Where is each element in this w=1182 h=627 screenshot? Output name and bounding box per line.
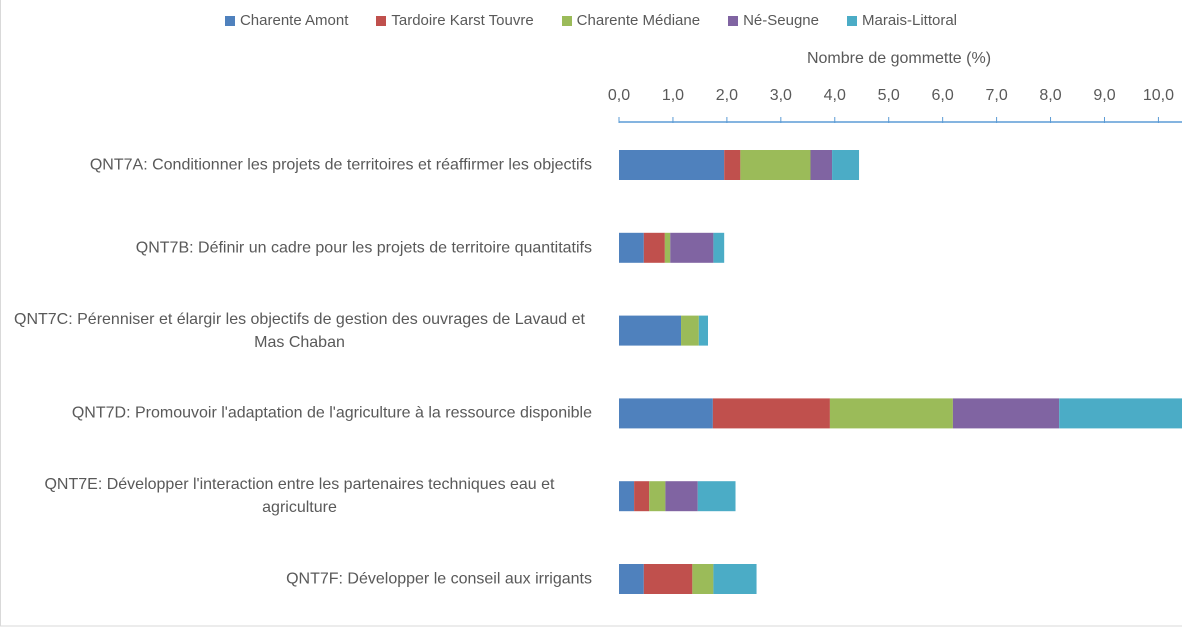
legend-item: Charente Amont <box>224 12 349 29</box>
legend-item: Né-Seugne <box>728 12 819 29</box>
x-tick-label: 10,0 <box>1143 87 1174 104</box>
category-label: QNT7C: Pérenniser et élargir les objecti… <box>0 308 592 354</box>
bar-segment <box>952 398 1060 429</box>
legend-label: Né-Seugne <box>743 12 819 29</box>
bar-segment <box>697 481 736 512</box>
bar-segment <box>619 564 644 594</box>
bar-segment <box>712 398 830 429</box>
bar-segment <box>634 481 650 512</box>
bar-segment <box>740 150 811 180</box>
x-axis-title: Nombre de gommette (%) <box>807 50 991 67</box>
category-text: QNT7A: Conditionner les projets de terri… <box>89 156 592 174</box>
legend-item: Marais-Littoral <box>846 12 958 29</box>
x-tick-label: 1,0 <box>662 87 684 104</box>
category-label: QNT7B: Définir un cadre pour les projets… <box>0 236 592 259</box>
bar-segment <box>692 564 714 594</box>
bar-segment <box>619 315 682 346</box>
legend-label: Marais-Littoral <box>861 12 958 29</box>
bar-segment <box>619 398 713 429</box>
bar-segment <box>665 481 698 512</box>
category-text: QNT7D: Promouvoir l'adaptation de l'agri… <box>71 404 592 422</box>
legend-label: Charente Médiane <box>576 12 701 29</box>
bar-segment <box>724 150 741 180</box>
bar-segment <box>829 398 953 429</box>
bar-segment <box>649 481 666 512</box>
legend-label: Charente Amont <box>239 12 349 29</box>
x-tick-label: 0,0 <box>608 87 630 104</box>
bar-segment <box>810 150 833 180</box>
x-tick-label: 3,0 <box>770 87 792 104</box>
x-tick-label: 8,0 <box>1039 87 1061 104</box>
bar-segment <box>670 232 714 263</box>
legend-label: Tardoire Karst Touvre <box>391 12 534 29</box>
legend-item: Charente Médiane <box>561 12 701 29</box>
x-tick-label: 4,0 <box>824 87 846 104</box>
x-tick-label: 6,0 <box>932 87 954 104</box>
x-tick-label: 9,0 <box>1093 87 1115 104</box>
bar-segment <box>832 150 860 180</box>
category-text: QNT7F: Développer le conseil aux irrigan… <box>286 570 592 588</box>
x-tick-label: 7,0 <box>985 87 1007 104</box>
legend-swatch <box>561 15 572 26</box>
category-text: QNT7C: Pérenniser et élargir les objecti… <box>14 310 585 351</box>
category-label: QNT7A: Conditionner les projets de terri… <box>0 154 592 177</box>
x-tick-label: 5,0 <box>878 87 900 104</box>
bar-segment <box>619 481 635 512</box>
bar-segment <box>643 564 693 594</box>
bar-segment <box>1059 398 1182 429</box>
bar-segment <box>713 232 725 263</box>
bar-segment <box>643 232 665 263</box>
bar-segment <box>681 315 699 346</box>
category-text: QNT7E: Développer l'interaction entre le… <box>44 476 555 517</box>
legend-item: Tardoire Karst Touvre <box>376 12 534 29</box>
legend-swatch <box>728 15 739 26</box>
x-tick-label: 2,0 <box>716 87 738 104</box>
legend: Charente Amont Tardoire Karst Touvre Chare… <box>0 12 1182 29</box>
bar-segment <box>664 232 671 263</box>
bar-segment <box>698 315 709 346</box>
legend-swatch <box>376 15 387 26</box>
bar-segment <box>619 232 644 263</box>
bar-segment <box>619 150 725 180</box>
category-label: QNT7D: Promouvoir l'adaptation de l'agri… <box>0 402 592 425</box>
category-text: QNT7B: Définir un cadre pour les projets… <box>135 239 592 257</box>
legend-swatch <box>846 15 857 26</box>
bar-segment <box>713 564 757 594</box>
category-label: QNT7E: Développer l'interaction entre le… <box>0 473 592 519</box>
category-label: QNT7F: Développer le conseil aux irrigan… <box>0 568 592 591</box>
legend-swatch <box>224 15 235 26</box>
